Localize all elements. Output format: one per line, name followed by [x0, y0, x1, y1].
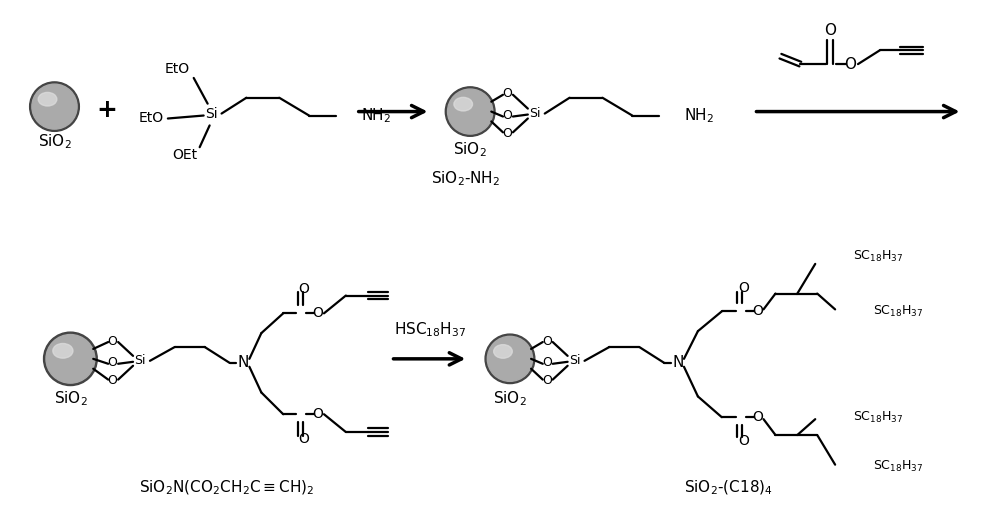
Text: O: O [542, 374, 552, 387]
Text: NH$_2$: NH$_2$ [361, 106, 391, 125]
Ellipse shape [38, 92, 57, 106]
Text: SC$_{18}$H$_{37}$: SC$_{18}$H$_{37}$ [873, 459, 923, 474]
Text: O: O [502, 87, 512, 100]
Text: O: O [299, 432, 310, 446]
Text: N: N [672, 355, 684, 370]
Text: EtO: EtO [139, 111, 164, 125]
Text: SiO$_2$-(C18)$_4$: SiO$_2$-(C18)$_4$ [684, 478, 773, 497]
Text: EtO: EtO [165, 62, 190, 76]
Text: O: O [107, 335, 117, 347]
Text: Si: Si [529, 107, 541, 120]
Text: NH$_2$: NH$_2$ [684, 106, 714, 125]
Ellipse shape [32, 84, 77, 129]
Text: O: O [502, 127, 512, 140]
Ellipse shape [448, 89, 493, 134]
Text: O: O [542, 356, 552, 369]
Text: +: + [97, 98, 118, 121]
Text: O: O [502, 109, 512, 122]
Text: Si: Si [569, 354, 580, 367]
Text: HSC$_{18}$H$_{37}$: HSC$_{18}$H$_{37}$ [394, 320, 467, 338]
Text: SiO$_2$N(CO$_2$CH$_2$C$\equiv$CH)$_2$: SiO$_2$N(CO$_2$CH$_2$C$\equiv$CH)$_2$ [139, 478, 314, 497]
Ellipse shape [487, 336, 533, 382]
Ellipse shape [44, 332, 97, 386]
Text: SC$_{18}$H$_{37}$: SC$_{18}$H$_{37}$ [853, 409, 903, 425]
Text: O: O [299, 281, 310, 296]
Text: O: O [313, 407, 323, 421]
Text: O: O [107, 356, 117, 369]
Text: SC$_{18}$H$_{37}$: SC$_{18}$H$_{37}$ [853, 248, 903, 264]
Text: SiO$_2$: SiO$_2$ [493, 389, 527, 408]
Text: SiO$_2$: SiO$_2$ [54, 389, 87, 408]
Text: Si: Si [205, 107, 218, 120]
Text: N: N [238, 355, 249, 370]
Text: Si: Si [134, 354, 146, 367]
Ellipse shape [485, 334, 535, 384]
Ellipse shape [46, 335, 95, 383]
Text: SiO$_2$: SiO$_2$ [453, 140, 487, 158]
Text: O: O [752, 410, 763, 424]
Text: O: O [738, 280, 749, 295]
Text: OEt: OEt [173, 148, 198, 162]
Ellipse shape [445, 87, 495, 136]
Ellipse shape [454, 98, 473, 111]
Text: O: O [107, 374, 117, 387]
Ellipse shape [30, 82, 79, 132]
Ellipse shape [494, 344, 512, 358]
Text: O: O [752, 304, 763, 319]
Text: SiO$_2$-NH$_2$: SiO$_2$-NH$_2$ [431, 170, 500, 188]
Ellipse shape [53, 343, 73, 358]
Text: O: O [824, 23, 836, 38]
Text: O: O [313, 306, 323, 321]
Text: O: O [738, 434, 749, 448]
Text: O: O [844, 56, 856, 72]
Text: SiO$_2$: SiO$_2$ [38, 132, 71, 150]
Text: O: O [542, 335, 552, 347]
Text: SC$_{18}$H$_{37}$: SC$_{18}$H$_{37}$ [873, 304, 923, 319]
